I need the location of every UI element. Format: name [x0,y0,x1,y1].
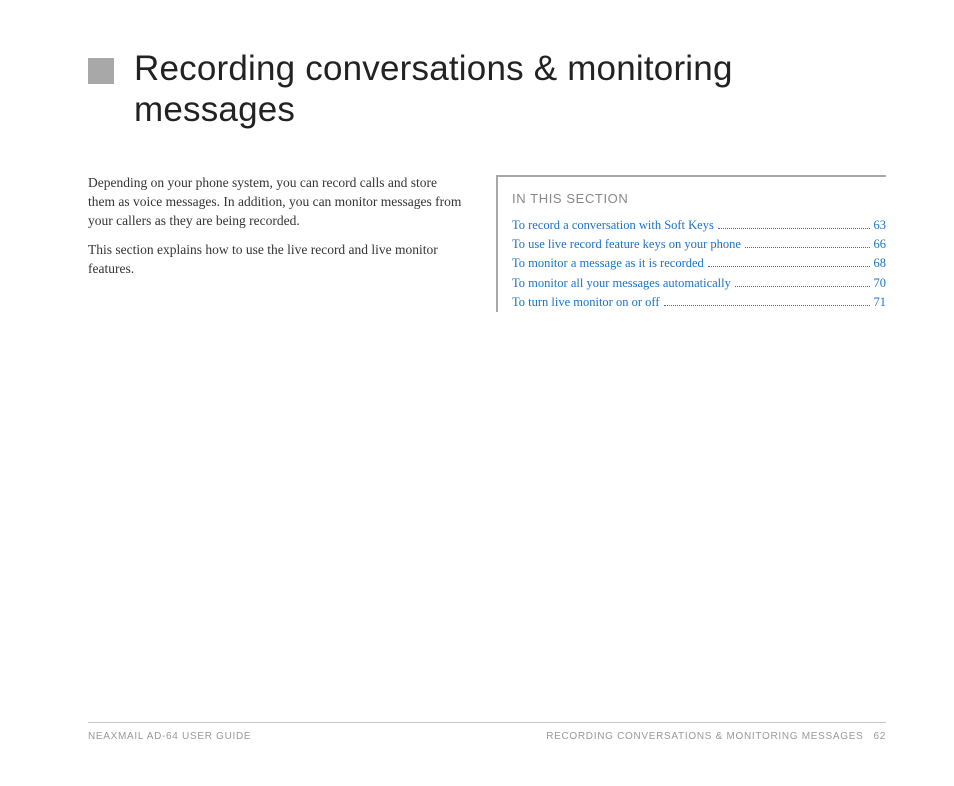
toc-item[interactable]: To monitor all your messages automatical… [512,274,886,293]
document-page: Recording conversations & monitoring mes… [0,0,954,786]
section-label: IN THIS SECTION [512,191,886,206]
two-column-layout: Depending on your phone system, you can … [88,173,886,313]
toc-link-text: To monitor all your messages automatical… [512,274,731,293]
toc-leader [745,247,870,248]
toc-page-number: 68 [874,254,887,273]
body-column: Depending on your phone system, you can … [88,173,462,313]
footer-page-number: 62 [873,731,886,742]
toc-page-number: 66 [874,235,887,254]
body-paragraph: Depending on your phone system, you can … [88,173,462,230]
toc-leader [718,228,870,229]
toc-link-text: To use live record feature keys on your … [512,235,741,254]
heading-row: Recording conversations & monitoring mes… [88,48,886,131]
toc-page-number: 71 [874,293,887,312]
toc-page-number: 63 [874,216,887,235]
body-paragraph: This section explains how to use the liv… [88,240,462,278]
toc-leader [735,286,870,287]
toc-page-number: 70 [874,274,887,293]
footer-left: NEAXMAIL AD-64 USER GUIDE [88,731,251,742]
page-footer: NEAXMAIL AD-64 USER GUIDE RECORDING CONV… [88,722,886,742]
in-this-section-box: IN THIS SECTION To record a conversation… [496,175,886,313]
page-title: Recording conversations & monitoring mes… [134,48,886,131]
footer-section-title: RECORDING CONVERSATIONS & MONITORING MES… [546,731,863,742]
chapter-bullet-icon [88,58,114,84]
toc-leader [664,305,870,306]
toc-link-text: To monitor a message as it is recorded [512,254,704,273]
toc-item[interactable]: To monitor a message as it is recorded 6… [512,254,886,273]
toc-item[interactable]: To turn live monitor on or off 71 [512,293,886,312]
toc-item[interactable]: To record a conversation with Soft Keys … [512,216,886,235]
toc-leader [708,266,870,267]
toc-link-text: To turn live monitor on or off [512,293,660,312]
toc-link-text: To record a conversation with Soft Keys [512,216,714,235]
section-toc: To record a conversation with Soft Keys … [512,216,886,313]
footer-right: RECORDING CONVERSATIONS & MONITORING MES… [546,731,886,742]
toc-item[interactable]: To use live record feature keys on your … [512,235,886,254]
